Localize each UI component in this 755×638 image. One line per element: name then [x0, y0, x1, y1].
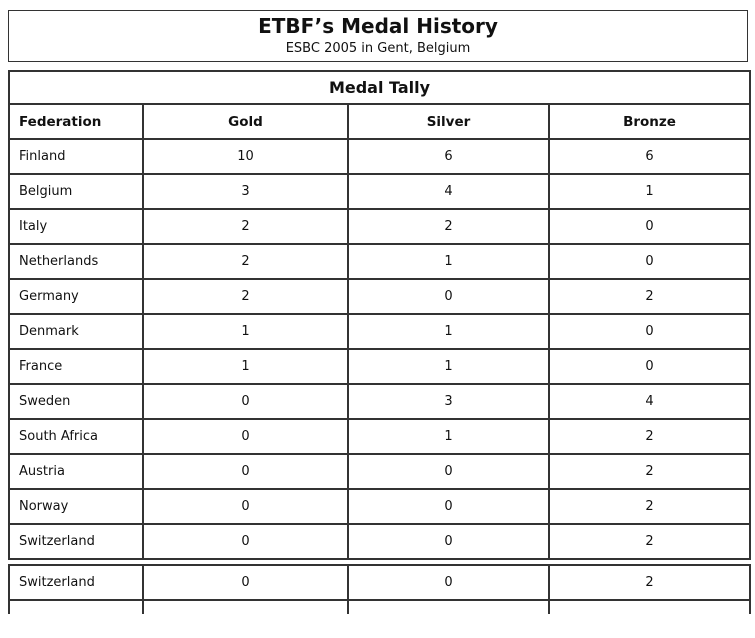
cell-bronze: 6	[548, 138, 751, 175]
page-title: ETBF’s Medal History	[258, 14, 498, 38]
cell-silver: 1	[347, 243, 550, 280]
cell-federation: Germany	[8, 278, 144, 315]
cell-silver: 0	[347, 564, 550, 601]
cell-gold: 1	[142, 313, 349, 350]
title-panel: ETBF’s Medal History ESBC 2005 in Gent, …	[8, 10, 748, 62]
cell-silver: 1	[347, 313, 550, 350]
table-row-clipped	[8, 599, 751, 614]
cell-bronze: 1	[548, 173, 751, 210]
column-header-gold: Gold	[142, 103, 349, 140]
table-row: Netherlands 2 1 0	[8, 243, 751, 280]
medal-tally-table: Medal Tally Federation Gold Silver Bronz…	[8, 70, 751, 560]
cell-silver	[347, 599, 550, 614]
cell-federation: South Africa	[8, 418, 144, 455]
cell-federation: France	[8, 348, 144, 385]
cell-gold: 0	[142, 564, 349, 601]
table-section-title: Medal Tally	[8, 70, 751, 105]
cell-federation	[8, 599, 144, 614]
overflow-rows: Switzerland 0 0 2	[8, 564, 751, 601]
clipped-next-row	[8, 599, 751, 614]
cell-silver: 1	[347, 418, 550, 455]
cell-bronze	[548, 599, 751, 614]
cell-bronze: 2	[548, 488, 751, 525]
table-row: France 1 1 0	[8, 348, 751, 385]
cell-bronze: 4	[548, 383, 751, 420]
cell-gold: 2	[142, 208, 349, 245]
cell-silver: 0	[347, 523, 550, 560]
cell-federation: Netherlands	[8, 243, 144, 280]
cell-silver: 0	[347, 488, 550, 525]
cell-silver: 3	[347, 383, 550, 420]
cell-bronze: 2	[548, 418, 751, 455]
cell-gold: 0	[142, 383, 349, 420]
column-header-silver: Silver	[347, 103, 550, 140]
cell-federation: Sweden	[8, 383, 144, 420]
cell-bronze: 2	[548, 564, 751, 601]
cell-bronze: 0	[548, 348, 751, 385]
cell-gold: 0	[142, 488, 349, 525]
cell-federation: Denmark	[8, 313, 144, 350]
table-row: Switzerland 0 0 2	[8, 523, 751, 560]
cell-silver: 6	[347, 138, 550, 175]
cell-gold: 2	[142, 278, 349, 315]
cell-gold	[142, 599, 349, 614]
cell-gold: 0	[142, 453, 349, 490]
cell-federation: Switzerland	[8, 523, 144, 560]
table-row: Austria 0 0 2	[8, 453, 751, 490]
table-row: Norway 0 0 2	[8, 488, 751, 525]
cell-gold: 2	[142, 243, 349, 280]
section-title-row: Medal Tally	[8, 70, 751, 105]
cell-silver: 2	[347, 208, 550, 245]
table-row: Italy 2 2 0	[8, 208, 751, 245]
table-row: Switzerland 0 0 2	[8, 564, 751, 601]
cell-silver: 4	[347, 173, 550, 210]
cell-gold: 3	[142, 173, 349, 210]
cell-bronze: 0	[548, 208, 751, 245]
cell-bronze: 0	[548, 243, 751, 280]
column-header-federation: Federation	[8, 103, 144, 140]
cell-bronze: 2	[548, 523, 751, 560]
table-row: Finland 10 6 6	[8, 138, 751, 175]
overflow-table-fragment: Switzerland 0 0 2	[8, 564, 751, 614]
table-row: Sweden 0 3 4	[8, 383, 751, 420]
cell-bronze: 0	[548, 313, 751, 350]
column-header-row: Federation Gold Silver Bronze	[8, 103, 751, 140]
table-row: South Africa 0 1 2	[8, 418, 751, 455]
cell-silver: 1	[347, 348, 550, 385]
table-row: Germany 2 0 2	[8, 278, 751, 315]
cell-federation: Finland	[8, 138, 144, 175]
medal-tally-table-head: Medal Tally Federation Gold Silver Bronz…	[8, 70, 751, 140]
cell-gold: 0	[142, 418, 349, 455]
cell-federation: Italy	[8, 208, 144, 245]
table-row: Denmark 1 1 0	[8, 313, 751, 350]
cell-gold: 1	[142, 348, 349, 385]
cell-silver: 0	[347, 453, 550, 490]
cell-federation: Switzerland	[8, 564, 144, 601]
cell-federation: Austria	[8, 453, 144, 490]
page-subtitle: ESBC 2005 in Gent, Belgium	[285, 41, 471, 56]
cell-gold: 10	[142, 138, 349, 175]
cell-federation: Belgium	[8, 173, 144, 210]
medal-rows: Finland 10 6 6 Belgium 3 4 1 Italy 2 2 0	[8, 138, 751, 560]
column-header-bronze: Bronze	[548, 103, 751, 140]
cell-bronze: 2	[548, 278, 751, 315]
table-row: Belgium 3 4 1	[8, 173, 751, 210]
cell-silver: 0	[347, 278, 550, 315]
cell-gold: 0	[142, 523, 349, 560]
cell-federation: Norway	[8, 488, 144, 525]
cell-bronze: 2	[548, 453, 751, 490]
